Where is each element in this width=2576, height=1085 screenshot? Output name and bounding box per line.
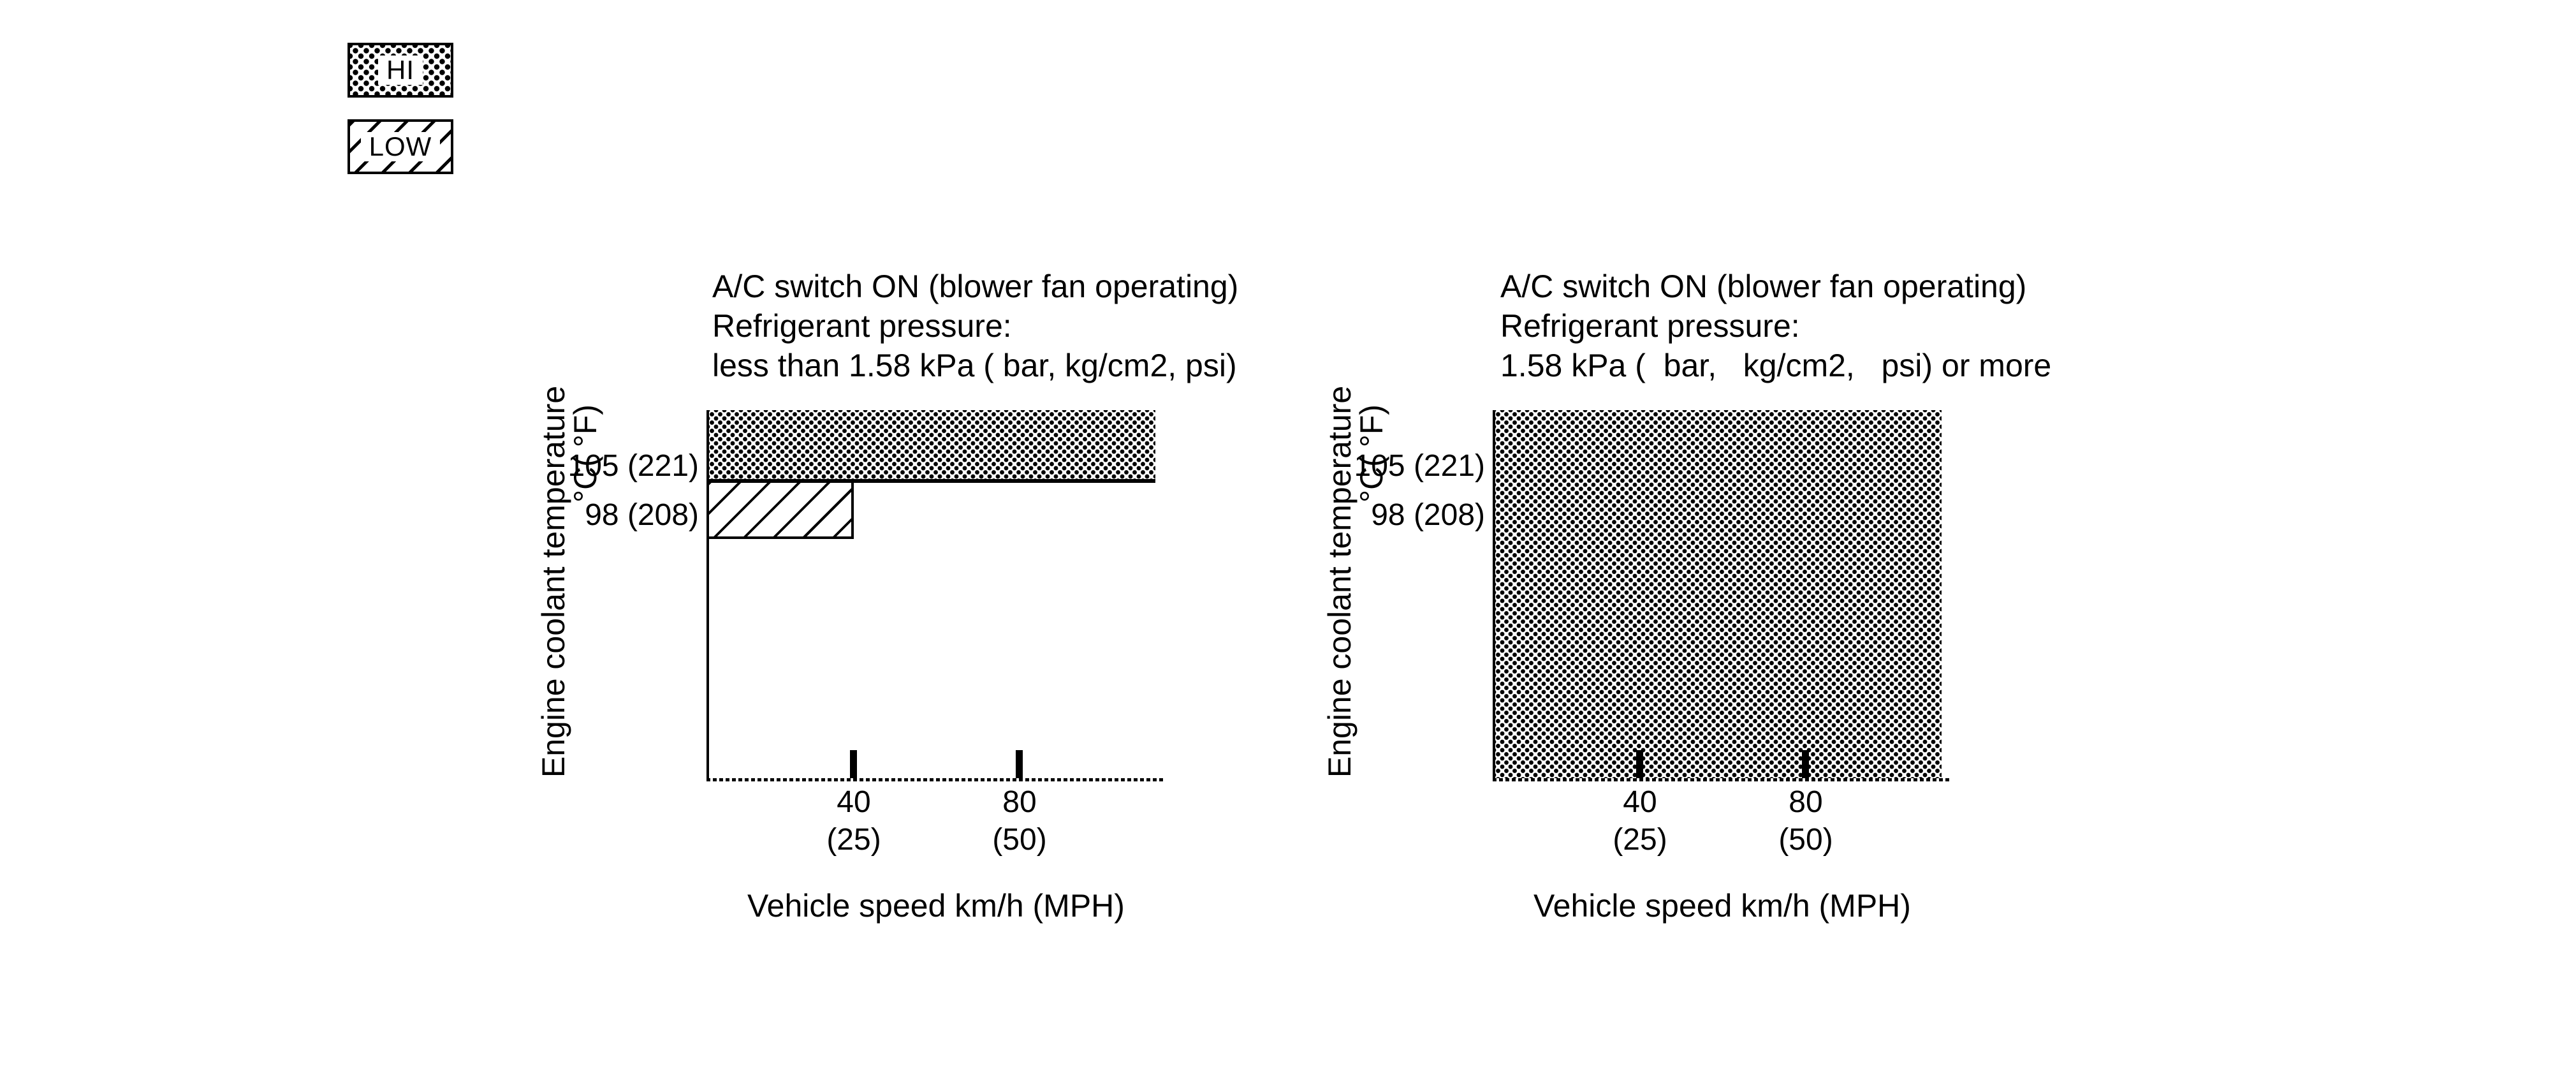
y-tick-label-right: 98 (208) (1371, 498, 1485, 532)
chart-right-x-axis-title: Vehicle speed km/h (MPH) (1533, 888, 1911, 924)
chart-right-title: A/C switch ON (blower fan operating) Ref… (1500, 267, 2051, 385)
y-tick-label-right: 105 (221) (1354, 449, 1485, 483)
x-tick-mph-label-left: (25) (826, 823, 881, 857)
chart-left-y-axis-line (706, 410, 709, 781)
x-tick-mph-label-right: (50) (1778, 823, 1833, 857)
x-tick-mark-right (1802, 750, 1809, 778)
chart-left-title: A/C switch ON (blower fan operating) Ref… (712, 267, 1238, 385)
chart-right-title-line3: 1.58 kPa ( bar, kg/cm2, psi) or more (1500, 348, 2052, 383)
chart-right-y-axis-label: Engine coolant temperature (1322, 385, 1358, 778)
y-tick-label-left: 105 (221) (567, 449, 699, 483)
chart-left-title-line3: less than 1.58 kPa ( bar, kg/cm2, psi) (712, 348, 1237, 383)
x-tick-km-label-left: 80 (1002, 785, 1037, 819)
x-tick-mph-label-left: (50) (992, 823, 1047, 857)
x-tick-mph-label-right: (25) (1613, 823, 1667, 857)
legend-hi-swatch: HI (348, 43, 453, 98)
y-tick-label-left: 98 (208) (585, 498, 699, 532)
x-tick-km-label-left: 40 (837, 785, 871, 819)
region-hi-left (708, 410, 1155, 483)
chart-left-title-line2: Refrigerant pressure: (712, 308, 1012, 344)
chart-left-x-axis-line (706, 778, 1164, 781)
x-tick-km-label-right: 80 (1789, 785, 1823, 819)
x-tick-mark-right (1636, 750, 1643, 778)
chart-right-title-line1: A/C switch ON (blower fan operating) (1500, 269, 2027, 304)
legend-low-swatch: LOW (348, 119, 453, 174)
legend-hi-label: HI (378, 55, 423, 85)
region-low-left (708, 483, 854, 539)
x-tick-km-label-right: 40 (1623, 785, 1657, 819)
chart-left-y-axis-label: Engine coolant temperature (536, 385, 571, 778)
x-tick-mark-left (1016, 750, 1023, 778)
chart-right-x-axis-line (1493, 778, 1950, 781)
legend-low-label: LOW (360, 132, 441, 161)
x-tick-mark-left (850, 750, 857, 778)
chart-left-title-line1: A/C switch ON (blower fan operating) (712, 269, 1239, 304)
region-hi-right (1494, 410, 1942, 778)
chart-right-title-line2: Refrigerant pressure: (1500, 308, 1800, 344)
chart-left-x-axis-title: Vehicle speed km/h (MPH) (747, 888, 1125, 924)
